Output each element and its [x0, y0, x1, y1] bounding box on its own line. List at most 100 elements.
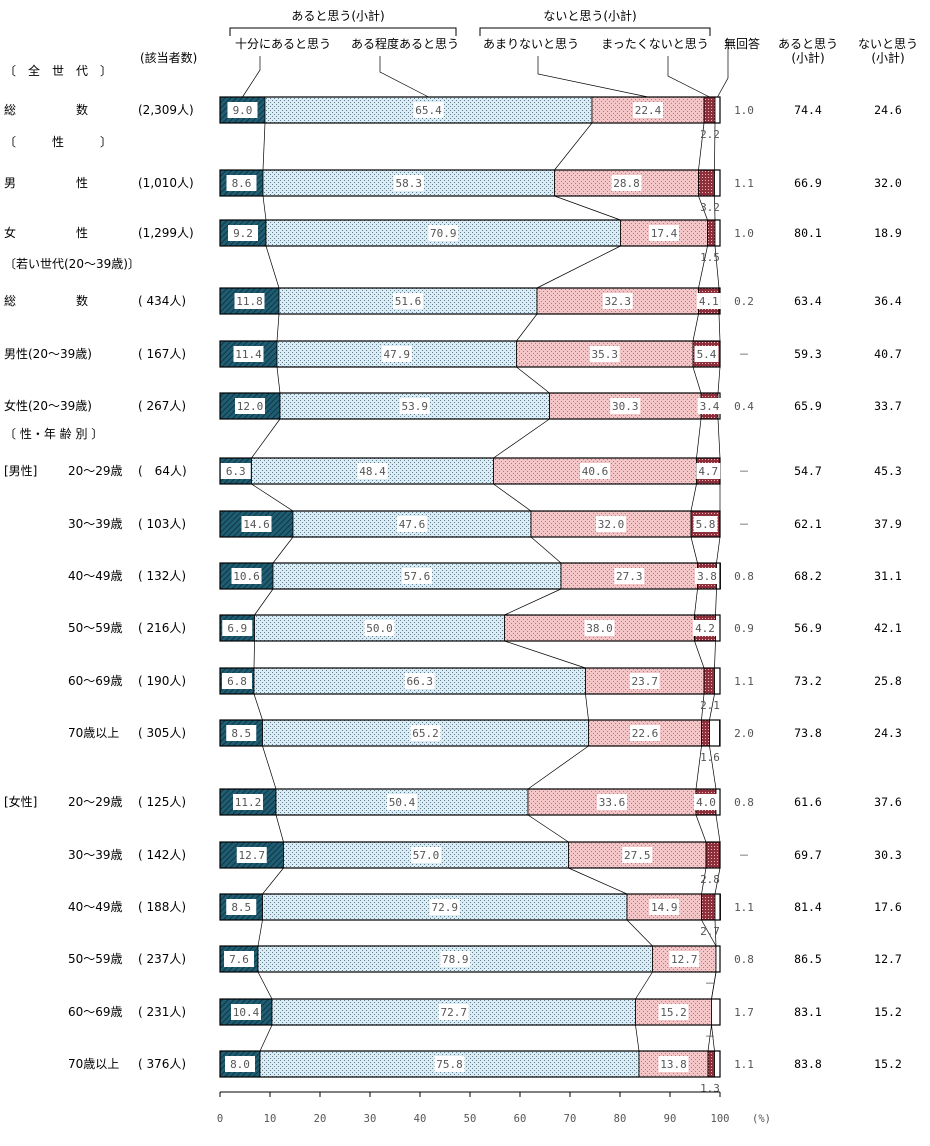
bar-segment-3: [698, 169, 715, 197]
connector-line: [262, 867, 284, 895]
value-box: [602, 293, 633, 309]
value-label: 3.4: [700, 400, 720, 413]
legend-total-no-sub: (小計): [871, 50, 904, 65]
value-box: [227, 102, 258, 118]
total-yes: 83.1: [794, 1005, 822, 1019]
value-label: 4.7: [698, 465, 718, 478]
value-box: [364, 620, 395, 636]
value-label: －: [739, 348, 750, 361]
connector-line: [257, 971, 273, 1000]
bar-outline: [219, 841, 721, 869]
value-box: [438, 1004, 469, 1020]
connector-line: [635, 971, 653, 1000]
connector-line: [527, 814, 569, 843]
bar-row: 女 性 (1,299人) 9.2 70.9 17.4 1.5 1.0 80.1 18.9: [4, 219, 902, 264]
value-box: [233, 794, 263, 810]
value-label: 27.5: [624, 849, 651, 862]
value-box: [357, 463, 388, 479]
value-label: 4.0: [696, 796, 716, 809]
value-label: 1.1: [734, 675, 754, 688]
bar-segment-3: [705, 841, 721, 869]
total-no: 37.6: [874, 795, 902, 809]
value-label: 14.6: [243, 518, 270, 531]
value-label: 1.3: [700, 1082, 720, 1095]
bar-outline: [219, 340, 721, 368]
value-label: 0.4: [734, 400, 754, 413]
value-label: 9.2: [233, 227, 253, 240]
total-no: 15.2: [874, 1005, 902, 1019]
total-no: 31.1: [874, 569, 902, 583]
value-box: [669, 951, 700, 967]
connector-line: [717, 418, 721, 459]
count-header: (該当者数): [140, 50, 197, 65]
value-box: [694, 794, 718, 810]
connector-line: [711, 971, 717, 1000]
connector-line: [504, 640, 586, 669]
bar-row: 男 性 (1,010人) 8.6 58.3 28.8 3.2 1.1 66.9 32.0: [4, 169, 902, 214]
bar-outline: [219, 219, 721, 247]
total-yes: 83.8: [794, 1057, 822, 1071]
value-label: 1.0: [734, 104, 754, 117]
value-label: 48.4: [359, 465, 386, 478]
row-count: ( 125人): [138, 795, 186, 809]
value-label: 8.5: [231, 901, 251, 914]
row-label: 60～69歳: [68, 674, 123, 688]
connector-line: [253, 640, 255, 669]
total-no: 12.7: [874, 952, 902, 966]
value-label: 11.8: [236, 295, 263, 308]
total-no: 24.3: [874, 726, 902, 740]
connector-line: [707, 1024, 712, 1052]
bar-segment-4: [714, 96, 721, 124]
total-yes: 69.7: [794, 848, 822, 862]
value-label: 14.9: [651, 901, 678, 914]
value-label: 75.8: [436, 1058, 463, 1071]
bar-row: 50～59歳 ( 237人) 7.6 78.9 12.7 － 0.8 86.5 12.7: [68, 945, 902, 990]
connector-line: [694, 640, 705, 669]
total-no: 25.8: [874, 674, 902, 688]
value-label: 5.8: [696, 518, 716, 531]
value-box: [397, 516, 427, 532]
value-label: 53.9: [402, 400, 429, 413]
value-box: [649, 225, 679, 241]
value-label: 0.2: [734, 295, 754, 308]
value-label: 17.4: [651, 227, 678, 240]
section-header-s2: 〔若い世代(20～39歳)〕: [4, 257, 140, 271]
value-label: －: [705, 1030, 716, 1043]
value-label: 47.9: [384, 348, 411, 361]
row-label: 30～39歳: [68, 517, 123, 531]
value-box: [434, 1056, 465, 1072]
value-label: 1.1: [734, 1058, 754, 1071]
value-label: －: [739, 518, 750, 531]
value-box: [236, 847, 267, 863]
connector-line: [251, 483, 294, 512]
value-label: 33.6: [599, 796, 626, 809]
connector-line: [504, 588, 562, 616]
value-box: [234, 293, 265, 309]
row-label: 女性(20～39歳): [4, 398, 92, 413]
bar-segment-4: [714, 1050, 721, 1078]
value-label: 28.8: [613, 177, 640, 190]
value-box: [597, 794, 627, 810]
value-box: [611, 175, 642, 191]
value-label: 4.2: [695, 622, 715, 635]
row-count: ( 103人): [138, 517, 186, 531]
value-box: [629, 673, 660, 689]
legend-item-2: あまりないと思う: [483, 37, 579, 51]
value-box: [633, 102, 663, 118]
section-header-s3: 〔 性・年 齢 別 〕: [4, 426, 103, 441]
bar-row: 女性(20～39歳) ( 267人) 12.0 53.9 30.3 3.4 0.4 65.9 3…: [4, 392, 902, 420]
bar-segment-3: [703, 667, 715, 695]
connector-line: [536, 245, 621, 289]
value-box: [231, 1004, 261, 1020]
bar-outline: [219, 1050, 721, 1078]
row-label: 男性(20～39歳): [4, 347, 92, 361]
value-box: [649, 899, 680, 915]
legend-leader-3: [667, 56, 710, 98]
value-label: 78.9: [442, 953, 469, 966]
total-yes: 86.5: [794, 952, 822, 966]
value-box: [658, 1056, 689, 1072]
bar-segment-4: [709, 719, 720, 747]
connector-line: [692, 313, 699, 342]
value-label: 30.3: [612, 400, 639, 413]
connector-line: [272, 536, 294, 564]
